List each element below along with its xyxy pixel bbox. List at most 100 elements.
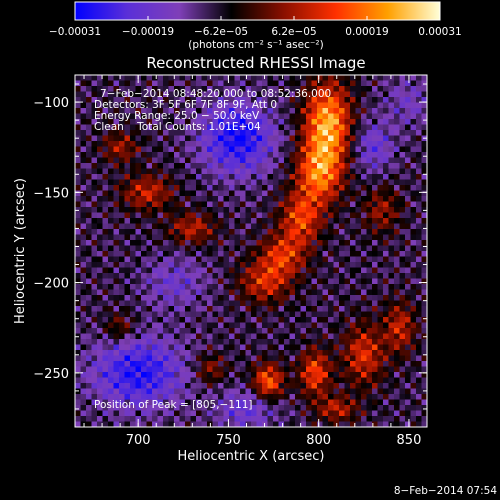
heatmap-cell — [256, 240, 263, 246]
heatmap-cell — [289, 383, 296, 389]
heatmap-cell — [108, 113, 114, 120]
heatmap-cell — [372, 300, 378, 307]
heatmap-cell — [234, 190, 241, 197]
heatmap-cell — [229, 240, 235, 246]
heatmap-cell — [102, 75, 109, 81]
heatmap-cell — [322, 256, 329, 263]
heatmap-cell — [119, 350, 125, 356]
heatmap-cell — [113, 212, 120, 219]
heatmap-cell — [306, 410, 312, 417]
heatmap-cell — [207, 91, 213, 98]
heatmap-cell — [394, 102, 400, 109]
heatmap-cell — [174, 333, 180, 340]
heatmap-cell — [405, 405, 411, 411]
heatmap-cell — [113, 102, 120, 109]
heatmap-cell — [399, 350, 406, 356]
heatmap-cell — [295, 273, 301, 279]
heatmap-cell — [218, 141, 224, 147]
heatmap-cell — [322, 179, 329, 186]
heatmap-cell — [108, 256, 114, 263]
heatmap-cell — [75, 229, 81, 235]
heatmap-cell — [284, 284, 290, 290]
heatmap-cell — [245, 366, 252, 373]
heatmap-cell — [317, 130, 323, 136]
heatmap-cell — [333, 405, 340, 411]
heatmap-cell — [317, 377, 323, 384]
heatmap-cell — [229, 306, 235, 312]
heatmap-cell — [273, 102, 279, 109]
heatmap-cell — [267, 168, 274, 175]
heatmap-cell — [311, 91, 318, 98]
heatmap-cell — [218, 284, 224, 290]
heatmap-cell — [262, 190, 268, 197]
heatmap-cell — [405, 223, 411, 230]
heatmap-cell — [108, 146, 114, 153]
heatmap-cell — [300, 124, 307, 131]
heatmap-cell — [113, 240, 120, 246]
heatmap-cell — [289, 399, 296, 406]
heatmap-cell — [399, 289, 406, 296]
heatmap-cell — [218, 339, 224, 345]
heatmap-cell — [234, 306, 241, 312]
heatmap-cell — [97, 201, 103, 208]
heatmap-cell — [185, 317, 191, 323]
heatmap-cell — [328, 366, 334, 373]
heatmap-cell — [97, 306, 103, 312]
heatmap-cell — [262, 355, 268, 362]
heatmap-cell — [377, 405, 384, 411]
heatmap-cell — [366, 86, 373, 92]
heatmap-cell — [207, 289, 213, 296]
heatmap-cell — [405, 311, 411, 318]
heatmap-cell — [212, 262, 219, 268]
heatmap-cell — [410, 289, 417, 296]
heatmap-cell — [179, 256, 186, 263]
heatmap-cell — [201, 295, 208, 301]
heatmap-cell — [207, 108, 213, 114]
heatmap-cell — [311, 262, 318, 268]
heatmap-cell — [295, 97, 301, 103]
heatmap-cell — [229, 80, 235, 87]
heatmap-cell — [168, 245, 175, 252]
heatmap-cell — [273, 207, 279, 213]
heatmap-cell — [146, 339, 153, 345]
heatmap-cell — [311, 174, 318, 180]
heatmap-cell — [333, 113, 340, 120]
heatmap-cell — [284, 410, 290, 417]
heatmap-cell — [322, 141, 329, 147]
heatmap-cell — [350, 245, 356, 252]
heatmap-cell — [141, 383, 147, 389]
heatmap-cell — [135, 157, 142, 164]
heatmap-cell — [339, 251, 345, 257]
heatmap-cell — [141, 190, 147, 197]
heatmap-cell — [185, 146, 191, 153]
heatmap-cell — [91, 218, 98, 224]
heatmap-cell — [240, 328, 246, 334]
heatmap-cell — [311, 394, 318, 400]
heatmap-cell — [102, 399, 109, 406]
heatmap-cell — [119, 410, 125, 417]
heatmap-cell — [119, 130, 125, 136]
heatmap-cell — [284, 102, 290, 109]
heatmap-cell — [251, 207, 257, 213]
heatmap-cell — [399, 388, 406, 395]
heatmap-cell — [284, 306, 290, 312]
heatmap-cell — [80, 383, 87, 389]
heatmap-cell — [333, 317, 340, 323]
heatmap-cell — [355, 394, 362, 400]
heatmap-cell — [394, 300, 400, 307]
heatmap-cell — [256, 130, 263, 136]
heatmap-cell — [328, 130, 334, 136]
heatmap-cell — [185, 185, 191, 191]
heatmap-cell — [421, 278, 428, 285]
heatmap-cell — [344, 152, 351, 158]
heatmap-cell — [284, 416, 290, 422]
heatmap-cell — [185, 256, 191, 263]
heatmap-cell — [295, 416, 301, 422]
heatmap-cell — [366, 91, 373, 98]
heatmap-cell — [339, 223, 345, 230]
heatmap-cell — [399, 377, 406, 384]
heatmap-cell — [163, 306, 169, 312]
heatmap-cell — [207, 212, 213, 219]
heatmap-cell — [157, 383, 164, 389]
heatmap-cell — [405, 201, 411, 208]
